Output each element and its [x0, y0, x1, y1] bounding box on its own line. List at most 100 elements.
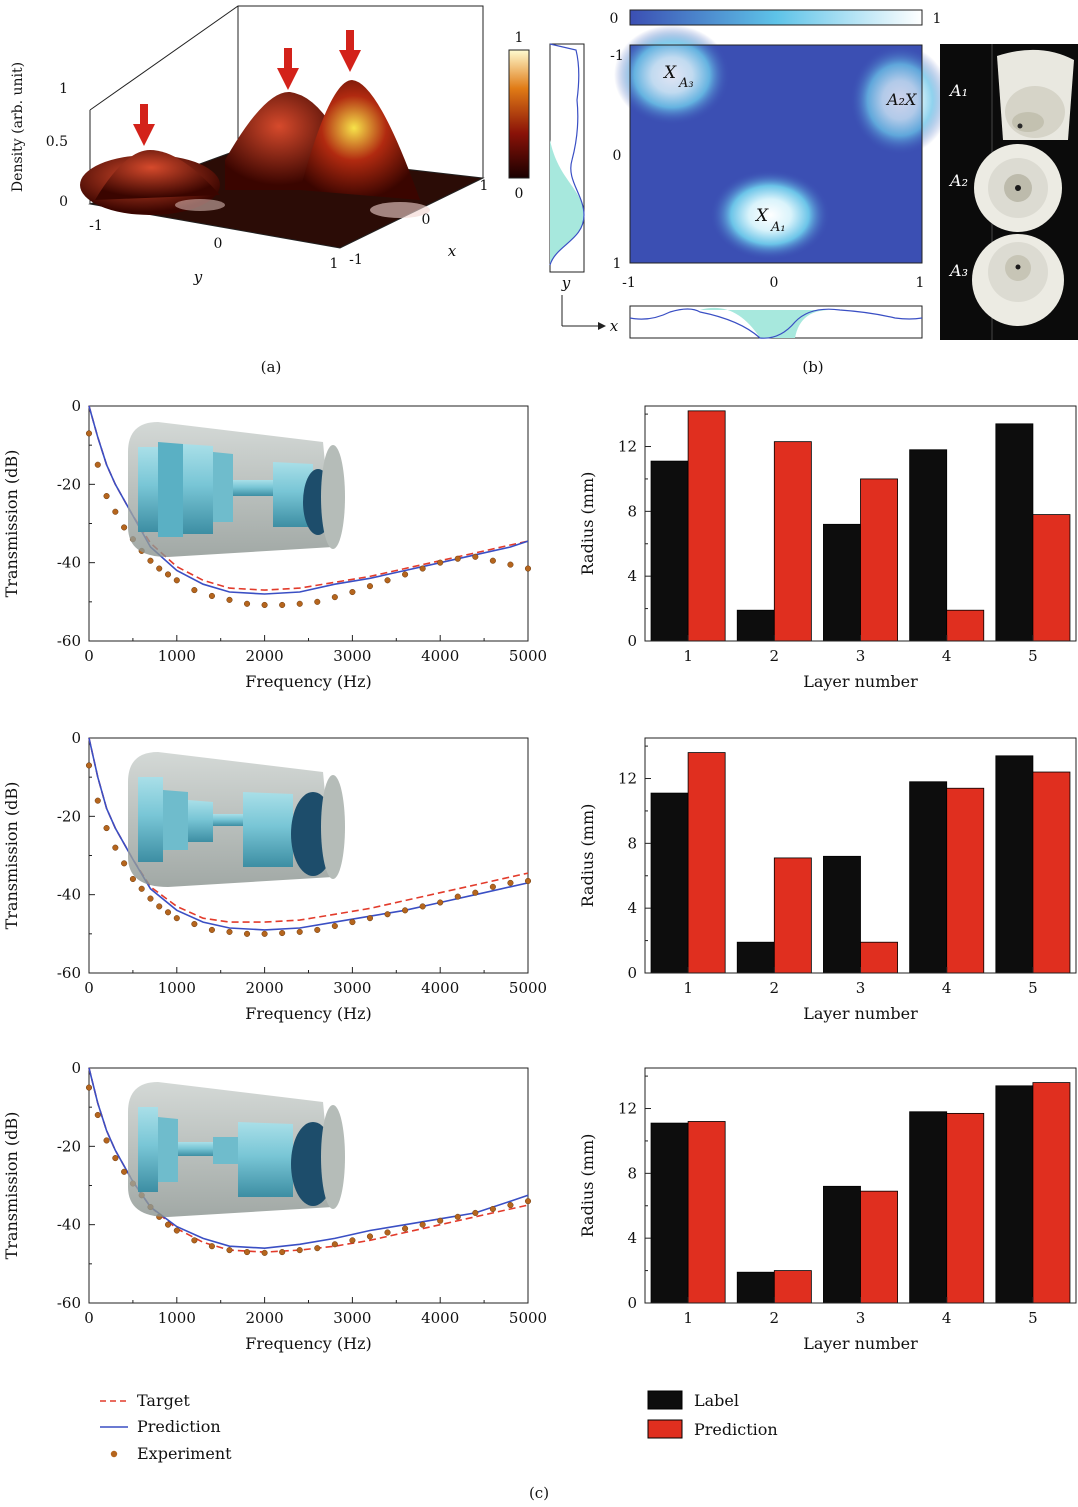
- experiment-point: [138, 885, 145, 892]
- y-tick-label: -40: [57, 1216, 81, 1234]
- prediction-bar: [860, 941, 898, 974]
- photo-label: A₂: [948, 171, 968, 190]
- experiment-point: [164, 1221, 172, 1228]
- marker-a3: X A₃: [662, 63, 694, 91]
- y-axis-label: Transmission (dB): [2, 1112, 21, 1260]
- y-tick-label: 12: [618, 438, 637, 456]
- panel-b-position-map: 0 1 X A₃ A₂X X A₁ -1 0 1 -1 0 1 y: [549, 9, 1078, 376]
- prediction-bar: [687, 1121, 726, 1304]
- peak-arrow: [133, 30, 361, 146]
- experiment-point: [261, 1249, 268, 1256]
- prediction-bar: [773, 1270, 812, 1304]
- experiment-point: [164, 909, 172, 916]
- label-bar: [995, 1085, 1034, 1304]
- experiment-point: [147, 557, 154, 564]
- experiment-point: [437, 899, 444, 906]
- marker-a1: X A₁: [754, 206, 786, 235]
- experiment-point: [85, 1084, 93, 1091]
- map-colorbar: [629, 9, 923, 26]
- prediction-bar: [773, 857, 812, 974]
- experiment-point: [384, 1229, 391, 1236]
- x-tick-label: 2000: [246, 647, 284, 665]
- experiment-point: [366, 1233, 374, 1240]
- map-y-tick: 1: [613, 256, 622, 272]
- experiment-point: [121, 1168, 128, 1175]
- experiment-point: [366, 583, 374, 590]
- experiment-point: [524, 565, 532, 572]
- experiment-point: [366, 915, 374, 922]
- svg-text:X: X: [754, 206, 769, 226]
- map-y-tick: -1: [610, 48, 624, 64]
- experiment-point: [331, 922, 338, 930]
- experiment-point: [173, 577, 180, 584]
- prediction-bar: [946, 787, 985, 974]
- experiment-point: [261, 601, 268, 609]
- x-tick-label: 5000: [509, 647, 547, 665]
- experiment-point: [437, 1217, 444, 1224]
- experiment-point: [402, 907, 409, 914]
- x-tick-label: 0: [84, 1309, 94, 1327]
- y-axis-label: Radius (mm): [578, 1134, 597, 1238]
- label-bar: [909, 781, 948, 974]
- label-bar: [995, 423, 1034, 642]
- y-tick-label: 4: [627, 567, 637, 585]
- label-bar: [823, 855, 861, 974]
- experiment-point: [173, 915, 180, 922]
- y-tick: -1: [89, 218, 103, 234]
- experiment-point: [489, 1205, 496, 1213]
- experiment-point: [112, 1155, 119, 1162]
- colorbar-tick: 1: [515, 30, 524, 46]
- x-tick-label: 4000: [421, 1309, 459, 1327]
- prediction-line: [88, 737, 529, 931]
- label-bar: [650, 1122, 689, 1304]
- experiment-point: [507, 561, 514, 568]
- x-tick-label: 1000: [158, 647, 196, 665]
- transmission-chart: 0 1000 2000 3000 4000 5000 0 -20 -40 -60 Frequency…: [2, 397, 547, 691]
- map-x-tick: -1: [622, 275, 636, 291]
- x-tick-label: 3: [856, 647, 866, 665]
- label-bar: [995, 755, 1034, 974]
- photo-label: A₃: [948, 261, 968, 280]
- experiment-point: [384, 577, 391, 584]
- bar-legend: Label Prediction: [647, 1390, 778, 1439]
- y-tick-label: -20: [57, 475, 81, 493]
- density-colorbar: [508, 49, 530, 179]
- y-tick-label: 0: [71, 729, 81, 747]
- experiment-point: [279, 601, 286, 609]
- x-tick-label: 1: [683, 979, 693, 997]
- experiment-point: [103, 1137, 110, 1144]
- experiment-point: [164, 571, 172, 578]
- plot-frame: [644, 737, 1077, 974]
- x-tick-label: 0: [84, 979, 94, 997]
- experiment-point: [296, 928, 303, 935]
- z-tick: 0.5: [46, 134, 68, 150]
- z-tick: 0: [59, 194, 68, 210]
- sample-cylinder-1: [997, 49, 1074, 140]
- panel-label-c: (c): [529, 1484, 549, 1502]
- y-tick-label: 0: [71, 1059, 81, 1077]
- experiment-point: [507, 879, 514, 886]
- panel-label-a: (a): [261, 358, 282, 376]
- prediction-line: [88, 1067, 529, 1250]
- experiment-point: [472, 553, 479, 560]
- prediction-bar: [860, 478, 898, 642]
- x-tick: 1: [480, 178, 489, 194]
- label-bar: [650, 460, 689, 642]
- experiment-point: [349, 1237, 356, 1244]
- experiment-point: [296, 600, 303, 607]
- experiment-point: [489, 883, 496, 890]
- experiment-point: [419, 1221, 426, 1228]
- experiment-point: [243, 600, 251, 607]
- y-axis-label: Transmission (dB): [2, 450, 21, 598]
- legend-prediction-bar: Prediction: [694, 1420, 778, 1439]
- x-tick-label: 5000: [509, 979, 547, 997]
- legend-experiment: Experiment: [137, 1444, 232, 1463]
- x-tick-label: 4: [942, 647, 952, 665]
- plot-frame: [644, 1067, 1077, 1304]
- prediction-bar: [687, 752, 726, 974]
- map-x-tick: 1: [916, 275, 925, 291]
- y-tick-label: 8: [627, 1164, 637, 1182]
- experiment-point: [112, 844, 119, 851]
- experiment-point: [349, 919, 356, 926]
